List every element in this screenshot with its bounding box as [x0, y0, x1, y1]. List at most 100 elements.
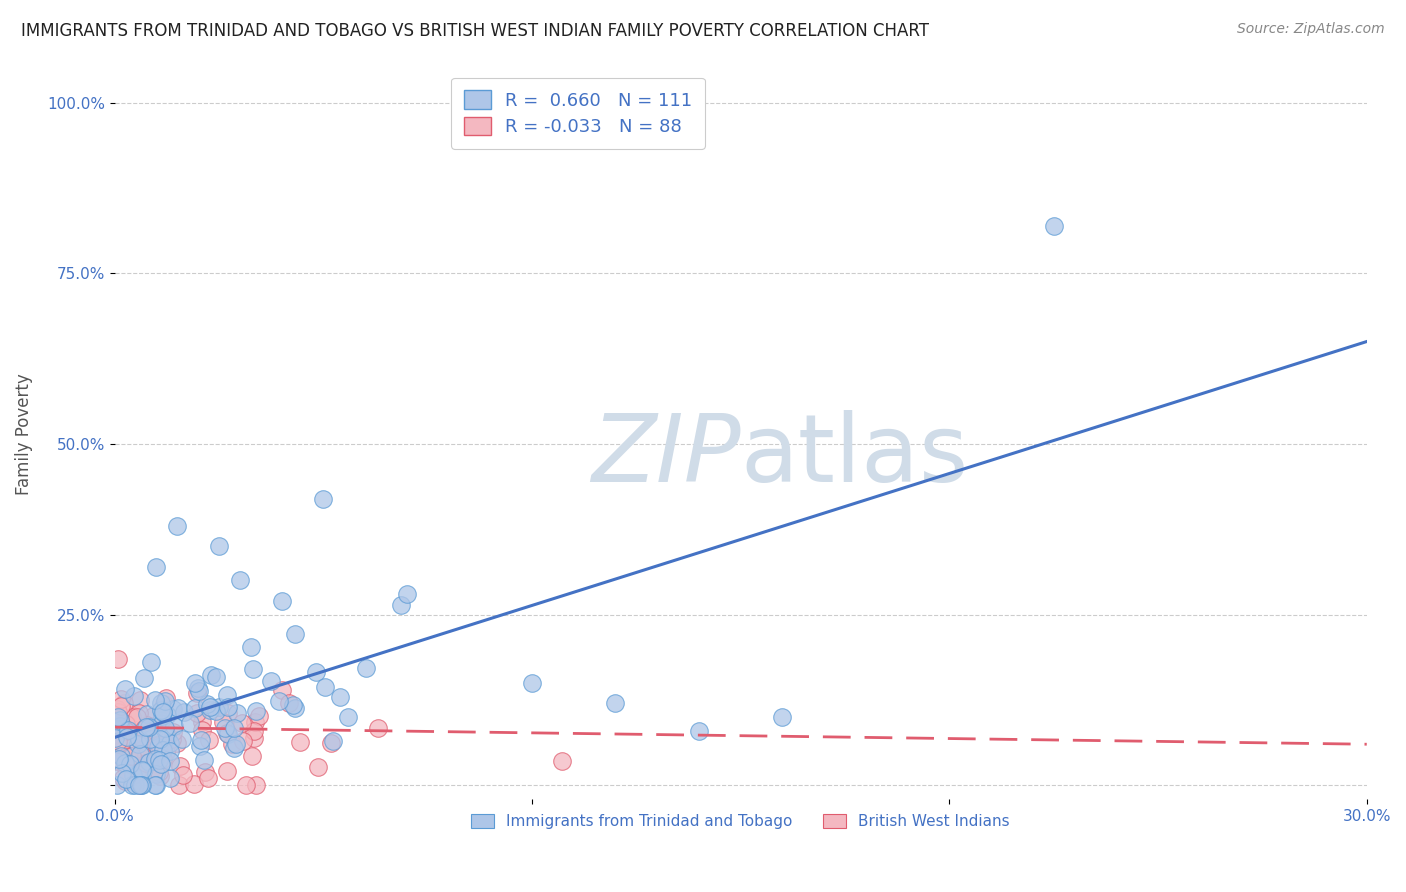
Point: [221, 738, 243, 752]
Point: [127, 731, 149, 746]
Point: [159, 744, 181, 758]
Point: [235, 778, 257, 792]
Point: [284, 626, 307, 640]
Point: [131, 742, 153, 756]
Point: [110, 743, 132, 757]
Point: [156, 730, 179, 744]
Point: [128, 729, 150, 743]
Point: [170, 731, 193, 746]
Point: [143, 778, 166, 792]
Point: [152, 705, 174, 719]
Point: [389, 598, 412, 612]
Point: [770, 710, 793, 724]
Point: [186, 686, 208, 700]
Point: [163, 719, 186, 733]
Point: [138, 720, 160, 734]
Point: [107, 652, 129, 666]
Point: [190, 733, 212, 747]
Point: [136, 718, 159, 732]
Point: [111, 772, 134, 786]
Point: [395, 587, 418, 601]
Point: [217, 764, 239, 778]
Point: [149, 696, 172, 710]
Point: [138, 719, 160, 733]
Point: [125, 709, 148, 723]
Point: [131, 731, 153, 745]
Point: [169, 778, 191, 792]
Point: [242, 661, 264, 675]
Text: ZIP: ZIP: [591, 410, 741, 501]
Point: [225, 737, 247, 751]
Point: [290, 735, 312, 749]
Point: [131, 778, 153, 792]
Point: [132, 671, 155, 685]
Point: [150, 742, 173, 756]
Point: [111, 750, 134, 764]
Point: [226, 706, 249, 720]
Point: [121, 749, 143, 764]
Point: [107, 720, 129, 734]
Point: [159, 754, 181, 768]
Point: [104, 754, 127, 768]
Point: [155, 691, 177, 706]
Point: [240, 748, 263, 763]
Point: [114, 773, 136, 788]
Point: [214, 722, 236, 736]
Point: [150, 756, 173, 771]
Point: [277, 697, 299, 711]
Point: [193, 753, 215, 767]
Point: [281, 698, 304, 713]
Point: [105, 778, 128, 792]
Point: [124, 778, 146, 792]
Point: [337, 710, 360, 724]
Point: [1042, 219, 1064, 233]
Point: [245, 715, 267, 730]
Point: [183, 776, 205, 790]
Point: [128, 731, 150, 746]
Point: [551, 755, 574, 769]
Point: [166, 736, 188, 750]
Point: [152, 752, 174, 766]
Point: [132, 747, 155, 761]
Point: [267, 693, 290, 707]
Point: [105, 745, 128, 759]
Point: [224, 741, 246, 756]
Point: [110, 748, 132, 763]
Point: [148, 765, 170, 780]
Point: [107, 710, 129, 724]
Point: [169, 758, 191, 772]
Point: [605, 696, 627, 710]
Point: [208, 699, 231, 714]
Point: [215, 726, 238, 740]
Text: IMMIGRANTS FROM TRINIDAD AND TOBAGO VS BRITISH WEST INDIAN FAMILY POVERTY CORREL: IMMIGRANTS FROM TRINIDAD AND TOBAGO VS B…: [21, 22, 929, 40]
Point: [188, 684, 211, 698]
Point: [118, 748, 141, 763]
Point: [217, 700, 239, 714]
Point: [129, 693, 152, 707]
Legend: Immigrants from Trinidad and Tobago, British West Indians: Immigrants from Trinidad and Tobago, Bri…: [465, 808, 1017, 835]
Point: [128, 706, 150, 720]
Point: [114, 756, 136, 771]
Point: [150, 709, 173, 723]
Point: [138, 731, 160, 746]
Point: [688, 723, 710, 738]
Point: [127, 737, 149, 751]
Point: [139, 655, 162, 669]
Point: [134, 747, 156, 762]
Point: [145, 767, 167, 781]
Point: [319, 736, 342, 750]
Point: [243, 731, 266, 745]
Point: [191, 714, 214, 729]
Point: [215, 688, 238, 702]
Point: [125, 767, 148, 781]
Point: [245, 778, 267, 792]
Point: [150, 747, 173, 762]
Point: [110, 698, 132, 713]
Point: [322, 734, 344, 748]
Point: [314, 680, 336, 694]
Point: [111, 735, 134, 749]
Point: [198, 699, 221, 714]
Point: [145, 778, 167, 792]
Point: [115, 730, 138, 744]
Point: [160, 731, 183, 746]
